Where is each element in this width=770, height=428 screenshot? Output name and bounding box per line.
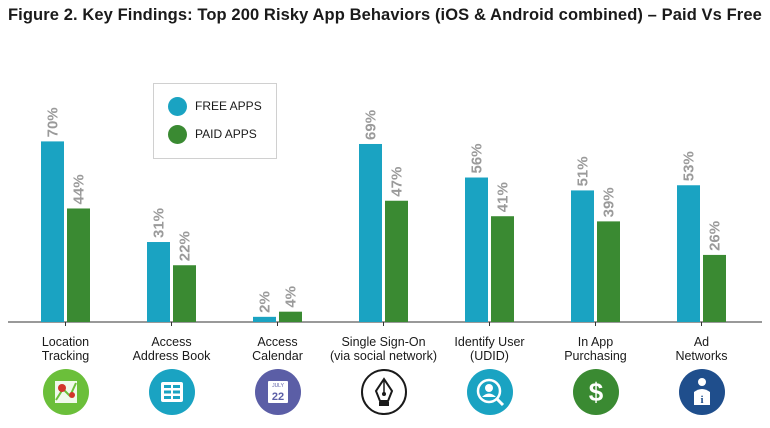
calendar-day: 22 bbox=[271, 391, 283, 403]
bar-paid-0 bbox=[67, 208, 90, 322]
x-tick-label-line: In App bbox=[577, 335, 614, 349]
x-tick-label-4: Identify User (UDID) bbox=[435, 335, 545, 363]
data-label-free-2: 2% bbox=[257, 291, 274, 313]
legend-swatch-free bbox=[168, 96, 187, 116]
x-tick-label-line: (via social network) bbox=[330, 349, 437, 363]
x-tick-label-1: Access Address Book bbox=[117, 335, 227, 363]
x-tick-label-line: Access bbox=[151, 335, 192, 349]
bar-paid-3 bbox=[385, 200, 408, 322]
x-tick-label-line: Purchasing bbox=[564, 349, 627, 363]
x-tick-label-0: Location Tracking bbox=[11, 335, 121, 363]
data-label-free-5: 51% bbox=[575, 156, 592, 186]
data-label-paid-4: 41% bbox=[495, 182, 512, 212]
data-label-paid-0: 44% bbox=[71, 174, 88, 204]
data-label-paid-3: 47% bbox=[389, 167, 406, 197]
data-label-paid-6: 26% bbox=[707, 221, 724, 251]
chart-title: Figure 2. Key Findings: Top 200 Risky Ap… bbox=[8, 6, 762, 24]
legend: FREE APPS PAID APPS bbox=[153, 83, 277, 159]
data-label-free-6: 53% bbox=[681, 151, 698, 181]
x-tick-label-line: Identify User bbox=[454, 335, 525, 349]
x-tick-label-6: Ad Networks bbox=[647, 335, 757, 363]
data-label-free-4: 56% bbox=[469, 143, 486, 173]
x-tick-label-line: Ad bbox=[693, 335, 710, 349]
x-tick-label-line: Location bbox=[41, 335, 90, 349]
legend-item-paid: PAID APPS bbox=[168, 124, 257, 144]
x-tick-label-line: Calendar bbox=[252, 349, 303, 363]
bar-free-1 bbox=[147, 242, 170, 322]
x-tick-label-line: Networks bbox=[675, 349, 728, 363]
bar-paid-1 bbox=[173, 265, 196, 322]
data-label-free-0: 70% bbox=[45, 107, 62, 137]
info-person-icon: i bbox=[678, 369, 725, 415]
x-tick-label-3: Single Sign-On (via social network) bbox=[329, 335, 439, 363]
legend-label-free: FREE APPS bbox=[195, 99, 262, 113]
svg-text:$: $ bbox=[588, 377, 603, 407]
address-book-icon bbox=[148, 369, 195, 415]
bar-free-3 bbox=[359, 143, 382, 322]
svg-text:i: i bbox=[700, 394, 703, 406]
data-label-paid-2: 4% bbox=[283, 286, 300, 308]
user-search-icon bbox=[466, 369, 513, 415]
dollar-icon: $ bbox=[572, 369, 619, 415]
x-tick-label-line: Single Sign-On bbox=[341, 335, 426, 349]
x-tick-label-2: Access Calendar bbox=[223, 335, 333, 363]
bar-paid-5 bbox=[597, 221, 620, 322]
legend-label-paid: PAID APPS bbox=[195, 127, 257, 141]
pen-nib-icon bbox=[360, 369, 407, 415]
legend-swatch-paid bbox=[168, 124, 187, 144]
bar-free-0 bbox=[41, 141, 64, 322]
bar-free-5 bbox=[571, 190, 594, 322]
x-tick-label-line: Access bbox=[257, 335, 298, 349]
bar-free-4 bbox=[465, 177, 488, 322]
data-label-free-1: 31% bbox=[151, 208, 168, 238]
x-tick-label-line: Address Book bbox=[132, 349, 211, 363]
x-tick-label-5: In App Purchasing bbox=[541, 335, 651, 363]
bar-free-2 bbox=[253, 316, 276, 322]
x-tick-label-line: Tracking bbox=[41, 349, 90, 363]
data-label-paid-5: 39% bbox=[601, 187, 618, 217]
bar-paid-6 bbox=[703, 254, 726, 322]
bar-free-6 bbox=[677, 185, 700, 322]
data-label-free-3: 69% bbox=[363, 110, 380, 140]
bar-paid-2 bbox=[279, 311, 302, 322]
bar-paid-4 bbox=[491, 216, 514, 322]
calendar-month: JULY bbox=[272, 383, 285, 389]
data-label-paid-1: 22% bbox=[177, 231, 194, 261]
map-pin-icon bbox=[42, 369, 89, 415]
calendar-icon: JULY 22 bbox=[254, 369, 301, 415]
legend-item-free: FREE APPS bbox=[168, 96, 262, 116]
x-tick-label-line: (UDID) bbox=[470, 349, 509, 363]
